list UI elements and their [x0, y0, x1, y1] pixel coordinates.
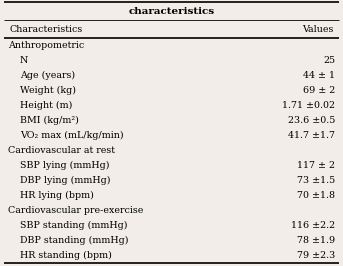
Text: DBP standing (mmHg): DBP standing (mmHg): [20, 236, 129, 245]
Text: 116 ±2.2: 116 ±2.2: [291, 221, 335, 230]
Text: SBP standing (mmHg): SBP standing (mmHg): [20, 221, 128, 230]
Text: Cardiovascular pre-exercise: Cardiovascular pre-exercise: [8, 206, 143, 215]
Text: 78 ±1.9: 78 ±1.9: [297, 236, 335, 245]
Text: N: N: [20, 56, 28, 65]
Text: HR lying (bpm): HR lying (bpm): [20, 191, 94, 200]
Text: 44 ± 1: 44 ± 1: [303, 71, 335, 80]
Text: SBP lying (mmHg): SBP lying (mmHg): [20, 161, 109, 170]
Text: 70 ±1.8: 70 ±1.8: [297, 191, 335, 200]
Text: BMI (kg/m²): BMI (kg/m²): [20, 116, 79, 125]
Text: Age (years): Age (years): [20, 71, 75, 80]
Text: DBP lying (mmHg): DBP lying (mmHg): [20, 176, 110, 185]
Text: characteristics: characteristics: [128, 7, 215, 16]
Text: Anthropometric: Anthropometric: [8, 41, 84, 50]
Text: 25: 25: [323, 56, 335, 65]
Text: 73 ±1.5: 73 ±1.5: [297, 176, 335, 185]
Text: Characteristics: Characteristics: [10, 26, 83, 35]
Text: 117 ± 2: 117 ± 2: [297, 161, 335, 170]
Text: 79 ±2.3: 79 ±2.3: [297, 251, 335, 260]
Text: 1.71 ±0.02: 1.71 ±0.02: [282, 101, 335, 110]
Text: 41.7 ±1.7: 41.7 ±1.7: [288, 131, 335, 140]
Text: Values: Values: [301, 26, 333, 35]
Text: HR standing (bpm): HR standing (bpm): [20, 251, 112, 260]
Text: VO₂ max (mL/kg/min): VO₂ max (mL/kg/min): [20, 131, 123, 140]
Text: 23.6 ±0.5: 23.6 ±0.5: [288, 116, 335, 125]
Text: Height (m): Height (m): [20, 101, 72, 110]
Text: 69 ± 2: 69 ± 2: [303, 86, 335, 95]
Text: Cardiovascular at rest: Cardiovascular at rest: [8, 146, 115, 155]
Text: Weight (kg): Weight (kg): [20, 86, 76, 95]
